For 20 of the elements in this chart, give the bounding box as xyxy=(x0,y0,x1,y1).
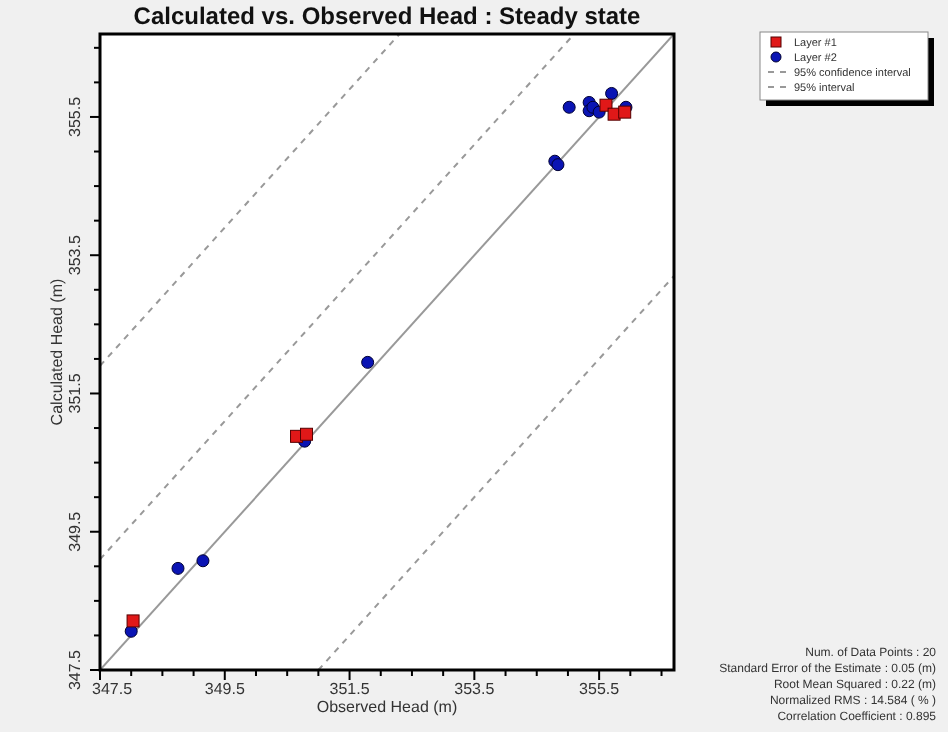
x-tick-label: 353.5 xyxy=(454,680,496,698)
point xyxy=(126,614,140,628)
x-axis-title: Observed Head (m) xyxy=(316,698,458,716)
point xyxy=(196,554,210,568)
chart-title: Calculated vs. Observed Head : Steady state xyxy=(133,2,642,30)
point xyxy=(605,86,619,100)
y-tick-label: 351.5 xyxy=(66,372,84,414)
y-axis-title: Calculated Head (m) xyxy=(48,277,66,426)
point xyxy=(171,561,185,575)
x-tick-label: 355.5 xyxy=(579,680,621,698)
y-tick-label: 353.5 xyxy=(66,234,84,276)
y-tick-label: 349.5 xyxy=(66,510,84,552)
point xyxy=(618,105,632,119)
point xyxy=(361,355,375,369)
x-tick-label: 351.5 xyxy=(329,680,371,698)
y-tick-label: 355.5 xyxy=(66,95,84,137)
x-tick-label: 347.5 xyxy=(92,680,134,698)
point xyxy=(562,100,576,114)
x-tick-label: 349.5 xyxy=(204,680,246,698)
point xyxy=(300,427,314,441)
